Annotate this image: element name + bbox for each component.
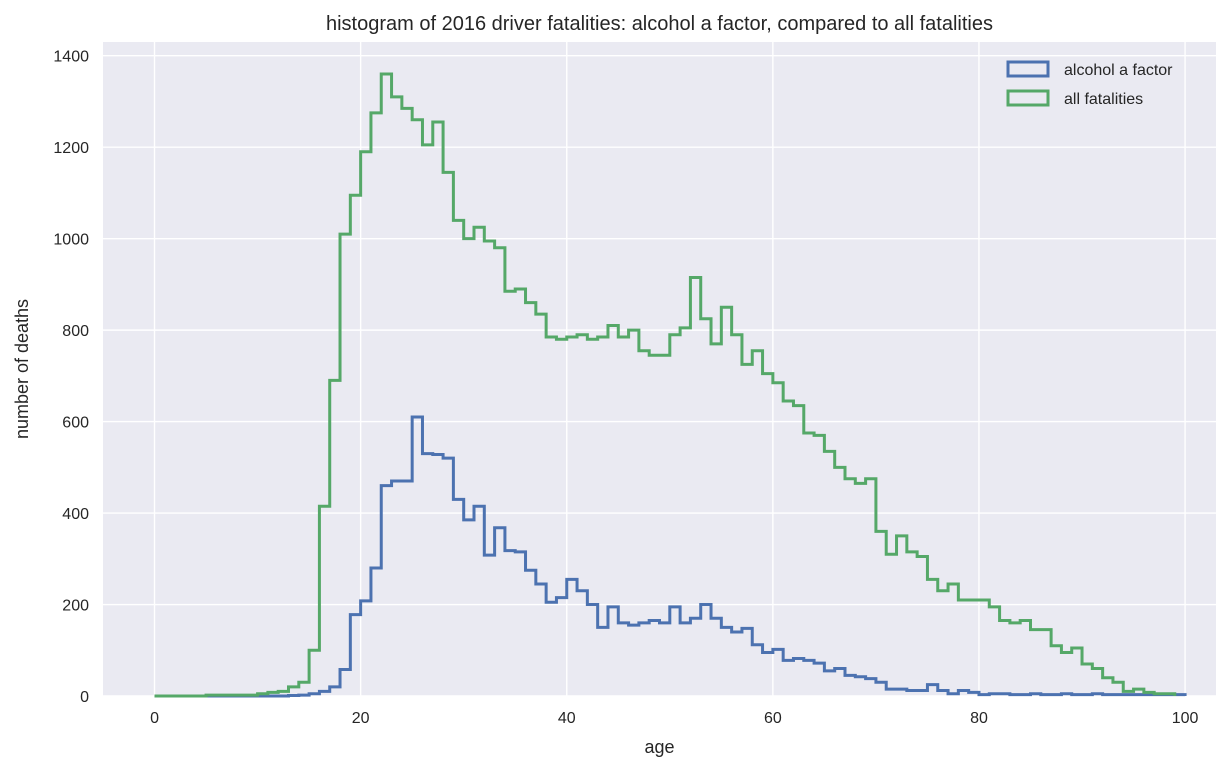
- y-tick-label: 1400: [53, 49, 89, 66]
- x-tick-label: 60: [764, 710, 782, 727]
- y-tick-label: 0: [80, 689, 89, 706]
- y-tick-label: 800: [62, 323, 89, 340]
- x-tick-label: 20: [352, 710, 370, 727]
- x-tick-label: 80: [970, 710, 988, 727]
- x-tick-label: 100: [1172, 710, 1199, 727]
- legend-swatch: [1006, 60, 1050, 78]
- chart-title: histogram of 2016 driver fatalities: alc…: [326, 13, 993, 35]
- series-group: [154, 72, 1187, 698]
- y-tick-label: 1200: [53, 140, 89, 157]
- legend-swatch: [1006, 89, 1050, 107]
- x-axis-label: age: [644, 737, 674, 757]
- plot-background: [103, 42, 1216, 696]
- x-tick-label: 40: [558, 710, 576, 727]
- series-line-all-fatalities: [154, 72, 1177, 698]
- x-tick-label: 0: [150, 710, 159, 727]
- y-tick-label: 200: [62, 598, 89, 615]
- y-tick-label: 400: [62, 506, 89, 523]
- grid-lines: [103, 42, 1216, 697]
- y-tick-labels: 0 200 400 600 800 1000 1200 1400: [53, 49, 89, 706]
- y-tick-label: 600: [62, 415, 89, 432]
- series-line-alcohol-a-factor: [154, 415, 1187, 698]
- legend-label: all fatalities: [1064, 91, 1143, 108]
- y-axis-label: number of deaths: [12, 299, 32, 439]
- legend-label: alcohol a factor: [1064, 62, 1173, 79]
- y-tick-label: 1000: [53, 232, 89, 249]
- x-tick-labels: 0 20 40 60 80 100: [150, 710, 1198, 727]
- legend: alcohol a factor all fatalities: [1006, 60, 1173, 108]
